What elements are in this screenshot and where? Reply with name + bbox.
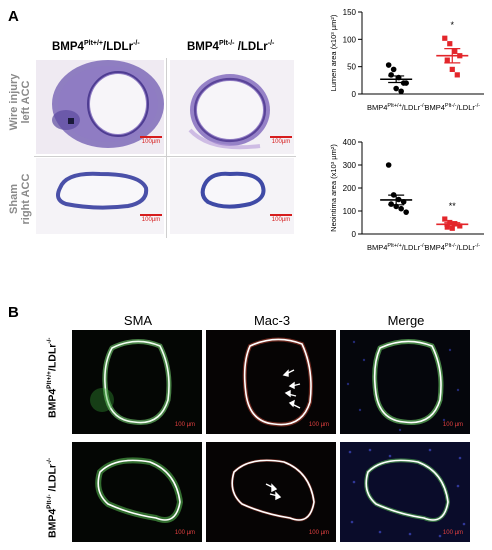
data-point [398, 205, 404, 212]
panel-b-col-header-sma: SMA [123, 313, 153, 328]
histology-sham-ko [170, 158, 294, 234]
histology-wire-ctrl [36, 60, 164, 154]
y-tick-label: 100 [343, 207, 357, 216]
fluor-mac3-ko: 100 µm [206, 442, 336, 542]
y-tick-label: 400 [343, 138, 357, 147]
data-point [385, 62, 392, 68]
y-axis-label: Lumen area (x10³ µm²) [329, 14, 338, 91]
panel-b-row-label-ko: BMP4Plt-/- /LDLr-/- [46, 457, 59, 538]
y-tick-label: 0 [352, 230, 357, 239]
data-point [444, 224, 450, 230]
y-axis-label: Neointima area (x10³ µm²) [329, 144, 338, 232]
panel-b-col-header-merge: Merge [387, 313, 425, 328]
data-point [385, 162, 392, 168]
data-point [403, 80, 409, 86]
x-category-label: BMP4Plt+/+/LDLr-/- [367, 243, 426, 252]
x-category-label: BMP4Plt-/-/LDLr-/- [424, 243, 480, 252]
histology-sham-ctrl [36, 158, 164, 234]
significance-annotation: * [451, 20, 455, 30]
y-tick-label: 300 [343, 161, 357, 170]
fluor-sma-ko: 100 µm [72, 442, 202, 542]
data-point [388, 201, 394, 207]
panel-a-col-header-ko: BMP4Plt-/- /LDLr-/- [187, 40, 275, 53]
fluor-mac3-ctrl: 100 µm [206, 330, 336, 434]
y-tick-label: 50 [347, 63, 356, 72]
data-point [452, 48, 458, 54]
panel-a-row-label-wire: Wire injury left ACC [8, 73, 32, 131]
data-point [442, 216, 448, 222]
y-tick-label: 150 [343, 8, 357, 17]
data-point [398, 88, 404, 95]
data-point [447, 41, 453, 47]
panel-a-col-header-ctrl: BMP4Plt+/+/LDLr-/- [52, 40, 140, 53]
data-point [442, 35, 448, 41]
scalebar-wire-ctrl: 100µm [138, 136, 164, 145]
panel-a-row-label-sham: Sham right ACC [8, 173, 32, 225]
scalebar-sham-ko: 100µm [268, 214, 294, 223]
data-point [449, 225, 455, 231]
x-category-label: BMP4Plt+/+/LDLr-/- [367, 103, 426, 112]
y-tick-label: 100 [343, 35, 357, 44]
y-tick-label: 200 [343, 184, 357, 193]
panel-a-letter: A [8, 8, 19, 25]
data-point [454, 72, 460, 78]
panel-b-row-label-ctrl: BMP4Plt+/+/LDLr-/- [46, 337, 59, 418]
panel-b-letter: B [8, 304, 19, 321]
y-tick-label: 0 [352, 90, 357, 99]
fluor-merge-ctrl: 100 µm [340, 330, 470, 434]
data-point [390, 66, 397, 73]
significance-annotation: ** [449, 201, 457, 211]
fluor-merge-ko: 100 µm [340, 442, 470, 542]
x-category-label: BMP4Plt-/-/LDLr-/- [424, 103, 480, 112]
data-point [388, 72, 394, 78]
data-point [449, 66, 455, 72]
scalebar-sham-ctrl: 100µm [138, 214, 164, 223]
lumen-area-chart: 0 50 100 150 Lumen area (x10³ µm²) BMP4Plt+/+… [329, 8, 484, 112]
data-point [444, 57, 450, 63]
panel-a-divider-vertical [166, 58, 167, 238]
fluor-sma-ctrl: 100 µm [72, 330, 202, 434]
data-point [393, 85, 399, 92]
neointima-area-chart: 0 100 200 300 400 Neointima area (x10³ µm²) BM… [329, 138, 484, 252]
scalebar-wire-ko: 100µm [268, 136, 294, 145]
panel-b-col-header-mac3: Mac-3 [253, 313, 291, 328]
data-point [403, 209, 409, 215]
panel-a-divider-horizontal [34, 156, 296, 157]
histology-wire-ko [170, 60, 294, 154]
